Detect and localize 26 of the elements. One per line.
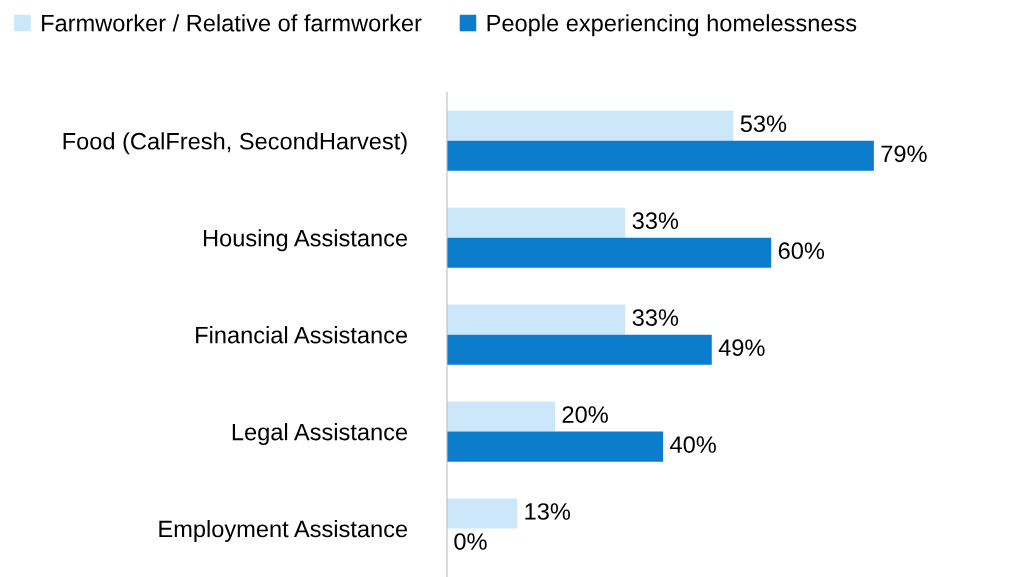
- bar: [446, 498, 518, 529]
- data-label: 40%: [670, 436, 716, 453]
- legend-label: Farmworker / Relative of farmworker: [42, 14, 422, 32]
- y-tick-label: Housing Assistance: [203, 229, 408, 252]
- data-label: 33%: [632, 212, 679, 230]
- bar: [446, 334, 712, 365]
- data-label: 13%: [525, 503, 571, 520]
- bar: [446, 140, 874, 171]
- bar: [446, 304, 626, 335]
- legend-label: People experiencing homelessness: [487, 14, 857, 37]
- bar: [446, 431, 664, 462]
- data-label: 60%: [778, 242, 825, 260]
- data-label: 49%: [718, 339, 765, 357]
- data-label: 20%: [562, 406, 608, 423]
- bar: [446, 237, 772, 268]
- y-tick-label: Financial Assistance: [196, 326, 408, 344]
- bar: [446, 401, 556, 432]
- bar: [446, 207, 626, 238]
- y-tick-label: Food (CalFresh, SecondHarvest): [63, 132, 407, 155]
- data-label: 33%: [632, 309, 679, 326]
- y-tick-label: Employment Assistance: [159, 519, 408, 542]
- data-label: 0%: [454, 533, 487, 550]
- data-label: 79%: [881, 145, 927, 163]
- data-label: 53%: [740, 115, 787, 133]
- y-tick-label: Legal Assistance: [232, 423, 408, 446]
- bar: [446, 110, 734, 141]
